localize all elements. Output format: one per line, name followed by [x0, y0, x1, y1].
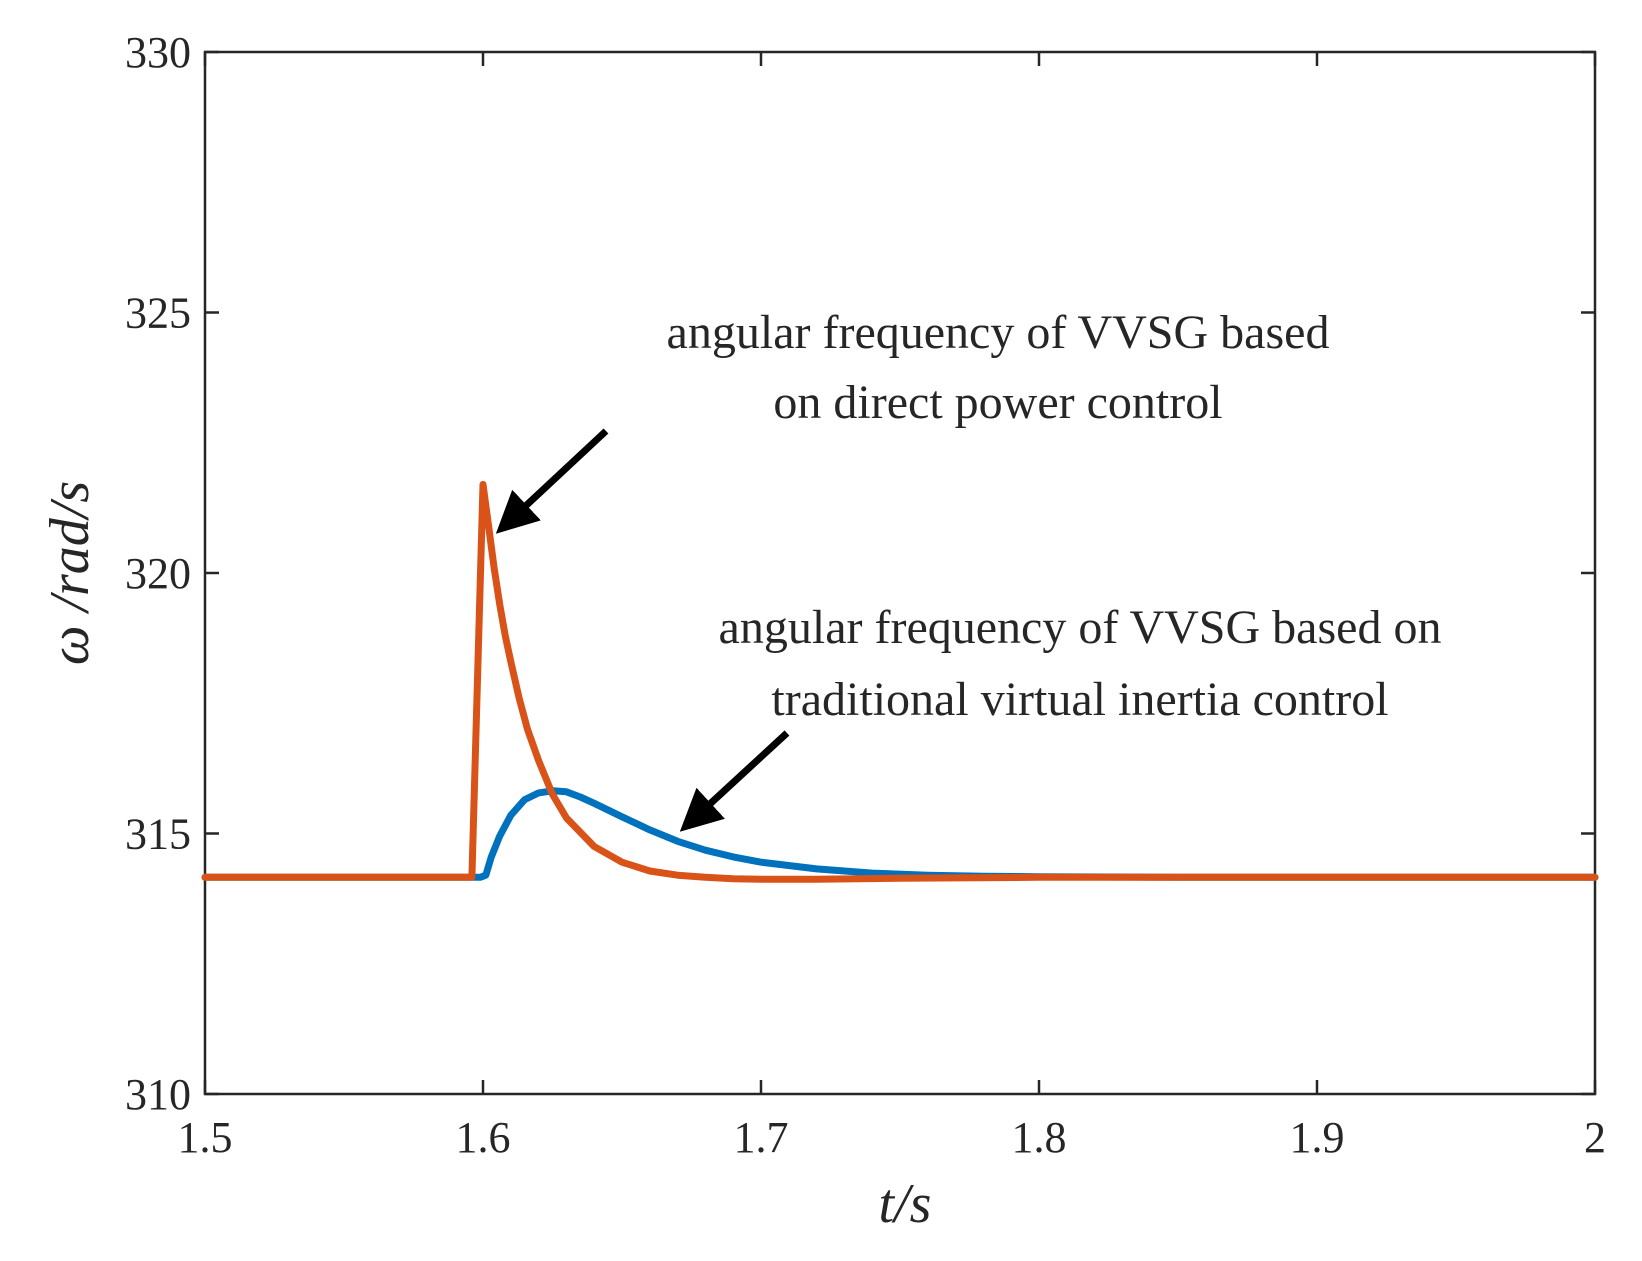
annotation-virtual-inertia-line-1: angular frequency of VVSG based on: [719, 601, 1442, 654]
x-tick-label: 1.5: [178, 1113, 233, 1162]
x-tick-label: 1.9: [1290, 1113, 1345, 1162]
x-tick-label: 2: [1584, 1113, 1606, 1162]
x-tick-label: 1.6: [456, 1113, 511, 1162]
y-tick-label: 315: [125, 810, 191, 859]
series-line-virtual-inertia: [201, 787, 1599, 881]
annotation-direct-power-arrow: [495, 428, 609, 534]
y-tick-label: 310: [125, 1070, 191, 1119]
x-tick-labels: 1.5 1.6 1.7 1.8 1.9 2: [178, 1113, 1607, 1162]
x-tick-label: 1.8: [1012, 1113, 1067, 1162]
y-tick-labels: 310 315 320 325 330: [125, 28, 191, 1119]
tick-marks: [203, 50, 1597, 1096]
series-lines: [201, 480, 1599, 883]
plot-area: [201, 50, 1599, 1096]
annotation-direct-power: angular frequency of VVSG based on direc…: [495, 306, 1330, 534]
x-tick-label: 1.7: [734, 1113, 789, 1162]
annotation-virtual-inertia-arrow: [679, 730, 790, 832]
annotation-direct-power-line-1: angular frequency of VVSG based: [667, 306, 1330, 359]
series-line-direct-power: [201, 480, 1599, 883]
plot-frame: [203, 50, 1597, 1096]
annotation-virtual-inertia: angular frequency of VVSG based on tradi…: [679, 601, 1442, 832]
y-tick-label: 320: [125, 549, 191, 598]
y-axis-label: ω /rad/s: [39, 481, 101, 665]
annotation-virtual-inertia-line-2: traditional virtual inertia control: [771, 673, 1388, 726]
y-tick-label: 325: [125, 289, 191, 338]
annotation-direct-power-line-2: on direct power control: [773, 376, 1222, 429]
x-axis-label: t/s: [879, 1173, 932, 1235]
y-tick-label: 330: [125, 28, 191, 77]
